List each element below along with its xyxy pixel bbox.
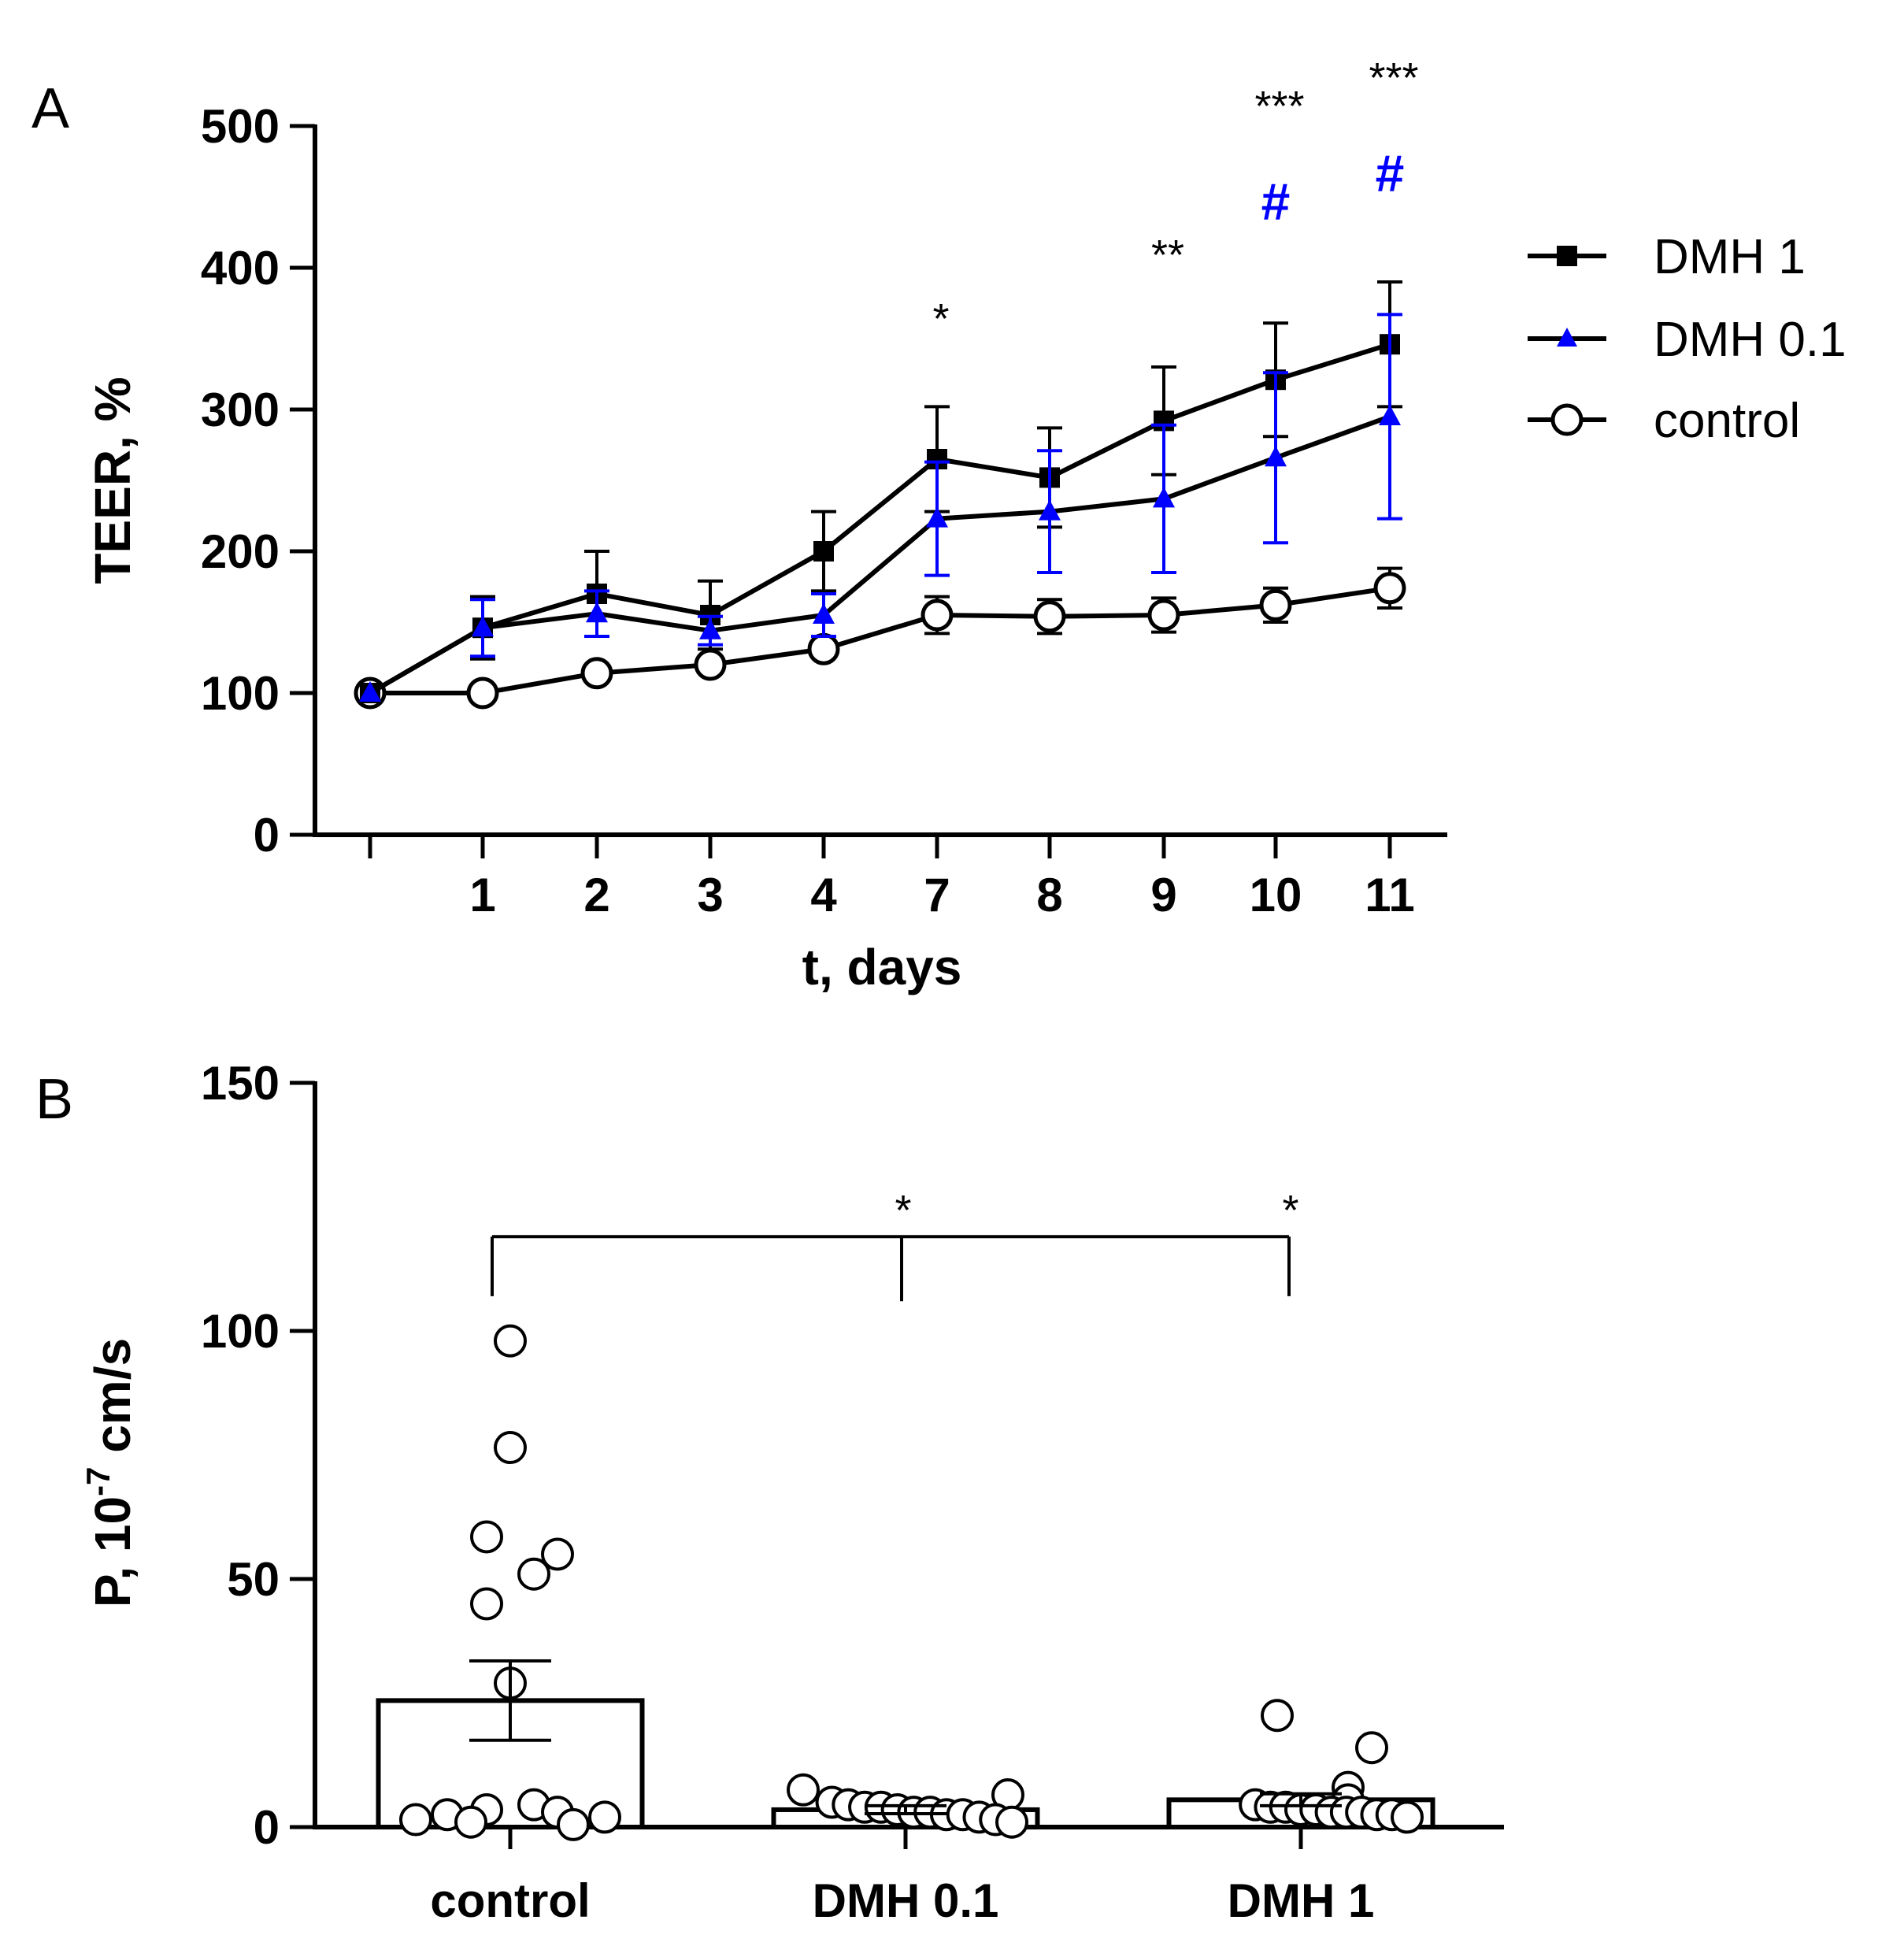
marker-dmh-0-1	[1153, 487, 1175, 508]
series-line-dmh-0-1	[369, 414, 1391, 695]
significance-star: *	[1282, 1187, 1298, 1234]
chart-a-x-tick-label: 1	[469, 869, 495, 921]
chart-a-x-tick-label: 7	[924, 869, 950, 921]
legend-label-dmh-1: DMH 1	[1654, 230, 1806, 284]
marker-control	[1373, 572, 1406, 605]
panel-label-a: A	[31, 77, 69, 140]
chart-a-y-tick-label: 500	[201, 100, 280, 153]
legend-marker-dmh-0-1	[1557, 328, 1577, 347]
marker-control	[694, 648, 727, 681]
chart-b-y-label-unit: cm/s	[84, 1338, 141, 1467]
legend-marker-dmh-1	[1557, 246, 1577, 266]
chart-a-y-axis-label: TEER, %	[84, 376, 141, 584]
chart-b-y-tick-label: 0	[254, 1801, 280, 1854]
data-point	[1391, 1800, 1424, 1834]
chart-a-y-tick-label: 200	[201, 525, 280, 578]
data-point	[1355, 1731, 1388, 1765]
marker-dmh-0-1	[926, 506, 948, 528]
marker-control	[1147, 599, 1180, 632]
marker-control	[921, 599, 954, 632]
data-point	[588, 1800, 621, 1834]
chart-a-x-tick-label: 2	[583, 869, 609, 921]
chart-a-legend: DMH 1 DMH 0.1 control	[1528, 230, 1847, 448]
chart-b-y-axis-label: P, 10-7 cm/s	[80, 1338, 141, 1607]
chart-a-x-tick-label: 3	[697, 869, 723, 921]
marker-dmh-0-1	[699, 618, 721, 639]
data-point	[541, 1537, 574, 1571]
chart-a-y-tick-label: 100	[201, 667, 280, 720]
data-point	[517, 1557, 550, 1591]
marker-dmh-0-1	[359, 681, 381, 702]
legend-marker-control	[1550, 403, 1584, 436]
marker-dmh-0-1	[1379, 405, 1401, 425]
marker-dmh-0-1	[586, 602, 608, 623]
chart-a-x-tick-label: 8	[1036, 869, 1062, 921]
chart-b-x-tick-label: DMH 1	[1228, 1874, 1375, 1927]
panel-label-b: B	[35, 1068, 73, 1131]
marker-dmh-1	[813, 541, 834, 562]
chart-b-y-tick-label: 50	[227, 1553, 280, 1606]
chart-a-x-tick-label: 4	[810, 869, 837, 921]
significance-annotation: ***	[1369, 54, 1418, 102]
chart-a-x-tick-label: 11	[1365, 869, 1414, 921]
chart-a-x-tick-label: 9	[1150, 869, 1176, 921]
data-point	[454, 1805, 487, 1839]
significance-annotation: ***	[1254, 83, 1304, 130]
chart-b-x-tick-label: DMH 0.1	[813, 1874, 999, 1927]
significance-annotation: *	[932, 295, 949, 343]
data-point	[399, 1803, 432, 1837]
data-point	[494, 1431, 527, 1465]
data-point	[470, 1520, 503, 1554]
data-point	[494, 1324, 527, 1358]
chart-a-x-tick-label: 10	[1250, 869, 1302, 921]
marker-control	[466, 676, 499, 710]
marker-control	[1259, 588, 1292, 621]
chart-b-y-tick-label: 100	[201, 1305, 280, 1358]
series-line-control	[370, 585, 1391, 695]
chart-a-y-tick-label: 300	[201, 384, 280, 436]
data-point	[995, 1805, 1028, 1839]
chart-a-y-tick-label: 400	[201, 242, 280, 295]
marker-control	[807, 632, 840, 665]
chart-b-x-tick-label: control	[430, 1874, 590, 1927]
data-point	[787, 1773, 820, 1807]
data-point	[470, 1587, 503, 1621]
chart-b-y-tick-label: 150	[201, 1057, 280, 1110]
marker-dmh-0-1	[1039, 499, 1061, 521]
marker-dmh-0-1	[472, 616, 494, 637]
marker-control	[580, 657, 613, 690]
significance-annotation: **	[1151, 232, 1184, 279]
marker-control	[1033, 600, 1066, 633]
chart-b-y-label-base: P, 10	[84, 1496, 141, 1607]
significance-star: *	[895, 1187, 911, 1234]
data-point	[1261, 1699, 1294, 1733]
teer-line-chart: t, days TEER, % DMH 1 DMH 0.1 control 0 1…	[84, 54, 1847, 995]
marker-dmh-0-1	[1265, 446, 1287, 467]
chart-a-y-tick-label: 0	[254, 809, 280, 862]
permeability-bar-chart: P, 10-7 cm/s 0 50 100 150 control DMH 0.1 DMH …	[80, 1057, 1504, 1927]
significance-annotation: #	[1376, 144, 1405, 202]
series-line-dmh-1	[369, 342, 1391, 695]
marker-dmh-0-1	[813, 603, 835, 624]
data-point	[557, 1807, 590, 1841]
chart-b-y-label-exponent: -7	[80, 1467, 117, 1496]
legend-label-dmh-0-1: DMH 0.1	[1654, 313, 1847, 367]
chart-a-x-axis-label: t, days	[802, 939, 962, 995]
significance-annotation: #	[1261, 172, 1291, 231]
legend-label-control: control	[1654, 394, 1800, 448]
